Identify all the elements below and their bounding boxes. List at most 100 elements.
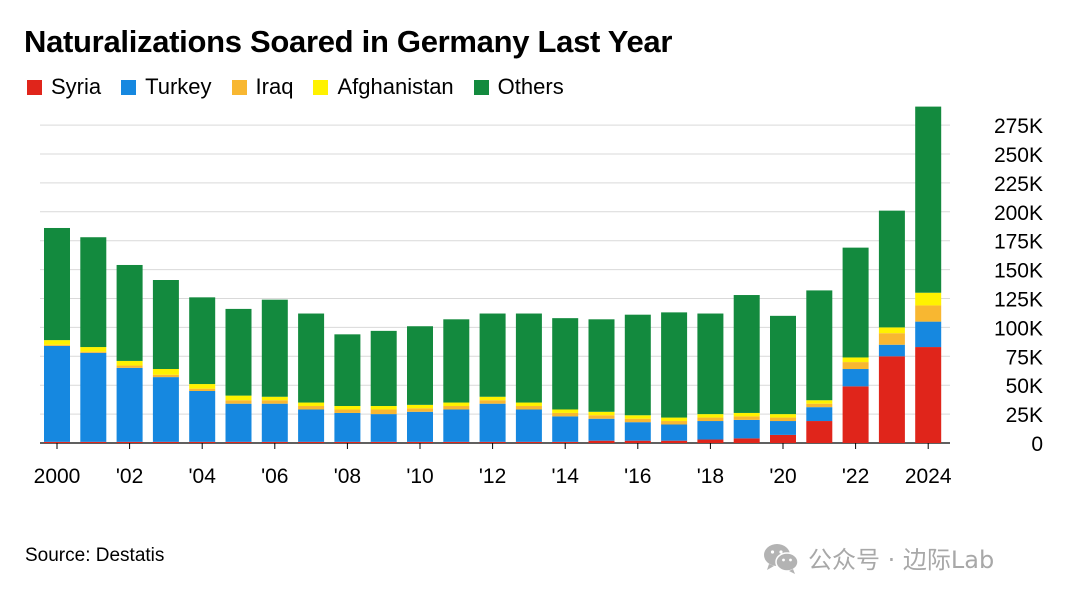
legend-label-others: Others <box>497 74 564 99</box>
bar-afghanistan-2007 <box>298 402 325 407</box>
bar-iraq-2004 <box>189 388 216 391</box>
bar-turkey-2011 <box>443 409 470 442</box>
bar-syria-2023 <box>878 356 905 443</box>
legend-item-afghanistan: Afghanistan <box>313 74 454 100</box>
bar-iraq-2024 <box>915 305 942 322</box>
bar-others-2012 <box>479 313 506 397</box>
x-tick-label: '14 <box>552 465 580 488</box>
bar-turkey-2000 <box>44 345 70 442</box>
bar-turkey-2019 <box>733 419 760 439</box>
legend-label-turkey: Turkey <box>145 74 212 99</box>
bar-afghanistan-2022 <box>842 357 869 363</box>
x-tick-label: '06 <box>261 465 288 488</box>
bar-others-2002 <box>116 264 143 361</box>
bar-syria-2014 <box>552 441 579 443</box>
bar-afghanistan-2016 <box>624 415 651 419</box>
bar-turkey-2005 <box>225 403 252 442</box>
bar-syria-2009 <box>370 441 397 443</box>
y-tick-label: 125K <box>994 289 1043 312</box>
bar-others-2010 <box>407 326 433 405</box>
legend: Syria Turkey Iraq Afghanistan Others <box>27 74 584 100</box>
bar-turkey-2007 <box>298 409 325 442</box>
bar-turkey-2020 <box>770 421 796 435</box>
bar-turkey-2023 <box>878 344 905 357</box>
bar-others-2011 <box>443 319 470 403</box>
bar-afghanistan-2009 <box>370 406 397 410</box>
y-tick-label: 200K <box>994 202 1043 225</box>
bar-others-2001 <box>80 237 107 348</box>
bar-afghanistan-2013 <box>515 402 542 407</box>
y-tick-label: 225K <box>994 173 1043 196</box>
bar-turkey-2013 <box>515 409 542 442</box>
bar-turkey-2004 <box>189 390 216 442</box>
bar-afghanistan-2011 <box>443 402 470 407</box>
legend-item-iraq: Iraq <box>231 74 293 100</box>
chart-title: Naturalizations Soared in Germany Last Y… <box>24 24 673 59</box>
bar-afghanistan-2023 <box>878 327 905 334</box>
bar-others-2023 <box>878 210 905 328</box>
bar-iraq-2002 <box>116 365 143 368</box>
bar-afghanistan-2017 <box>661 417 688 422</box>
bar-afghanistan-2000 <box>44 340 70 345</box>
bar-syria-2021 <box>806 421 833 443</box>
bar-syria-2000 <box>44 441 70 443</box>
bar-afghanistan-2006 <box>261 396 288 401</box>
bar-afghanistan-2021 <box>806 400 833 404</box>
bar-others-2006 <box>261 299 288 397</box>
bar-syria-2001 <box>80 441 107 443</box>
bar-turkey-2001 <box>80 352 107 442</box>
legend-label-syria: Syria <box>51 74 102 99</box>
bar-turkey-2002 <box>116 367 143 442</box>
source-note: Source: Destatis <box>25 545 165 566</box>
bar-syria-2008 <box>334 441 361 443</box>
bar-afghanistan-2001 <box>80 347 107 352</box>
bar-iraq-2013 <box>515 406 542 410</box>
legend-swatch-iraq <box>231 79 247 95</box>
bar-afghanistan-2003 <box>152 369 179 375</box>
bar-others-2009 <box>370 330 397 407</box>
x-tick-label: '04 <box>189 465 217 488</box>
bar-syria-2003 <box>152 441 179 443</box>
bar-others-2003 <box>152 280 179 370</box>
bar-others-2013 <box>515 313 542 403</box>
x-tick-label: '18 <box>697 465 724 488</box>
y-tick-label: 175K <box>994 231 1043 254</box>
bar-turkey-2012 <box>479 403 506 442</box>
bar-syria-2012 <box>479 441 506 443</box>
bar-iraq-2017 <box>661 421 688 425</box>
bar-syria-2024 <box>915 347 942 443</box>
legend-item-others: Others <box>473 74 564 100</box>
x-tick-label: 2000 <box>34 465 81 488</box>
bar-syria-2005 <box>225 441 252 443</box>
bar-syria-2018 <box>697 439 724 443</box>
bar-syria-2006 <box>261 441 288 443</box>
x-tick-label: 2024 <box>905 465 952 488</box>
bar-afghanistan-2014 <box>552 409 579 413</box>
x-tick-label: '16 <box>624 465 651 488</box>
bar-iraq-2015 <box>588 415 615 419</box>
bar-iraq-2006 <box>261 400 288 404</box>
bar-syria-2022 <box>842 386 869 443</box>
bar-others-2000 <box>44 227 70 341</box>
y-tick-label: 25K <box>1006 404 1043 427</box>
bar-afghanistan-2005 <box>225 395 252 401</box>
bar-iraq-2003 <box>152 374 179 378</box>
bar-turkey-2006 <box>261 403 288 442</box>
bar-others-2005 <box>225 308 252 396</box>
bar-syria-2004 <box>189 441 216 443</box>
bar-turkey-2016 <box>624 422 651 441</box>
bar-turkey-2024 <box>915 321 942 348</box>
bar-afghanistan-2020 <box>770 414 796 418</box>
legend-label-afghanistan: Afghanistan <box>337 74 454 99</box>
bar-iraq-2016 <box>624 418 651 423</box>
x-tick-label: '02 <box>116 465 143 488</box>
bar-others-2020 <box>770 315 796 415</box>
bar-iraq-2018 <box>697 417 724 422</box>
bar-afghanistan-2018 <box>697 414 724 418</box>
bar-others-2018 <box>697 313 724 415</box>
bar-others-2024 <box>915 106 942 293</box>
bar-iraq-2020 <box>770 417 796 422</box>
bar-turkey-2021 <box>806 407 833 422</box>
bar-syria-2007 <box>298 441 325 443</box>
bar-afghanistan-2010 <box>407 404 433 409</box>
